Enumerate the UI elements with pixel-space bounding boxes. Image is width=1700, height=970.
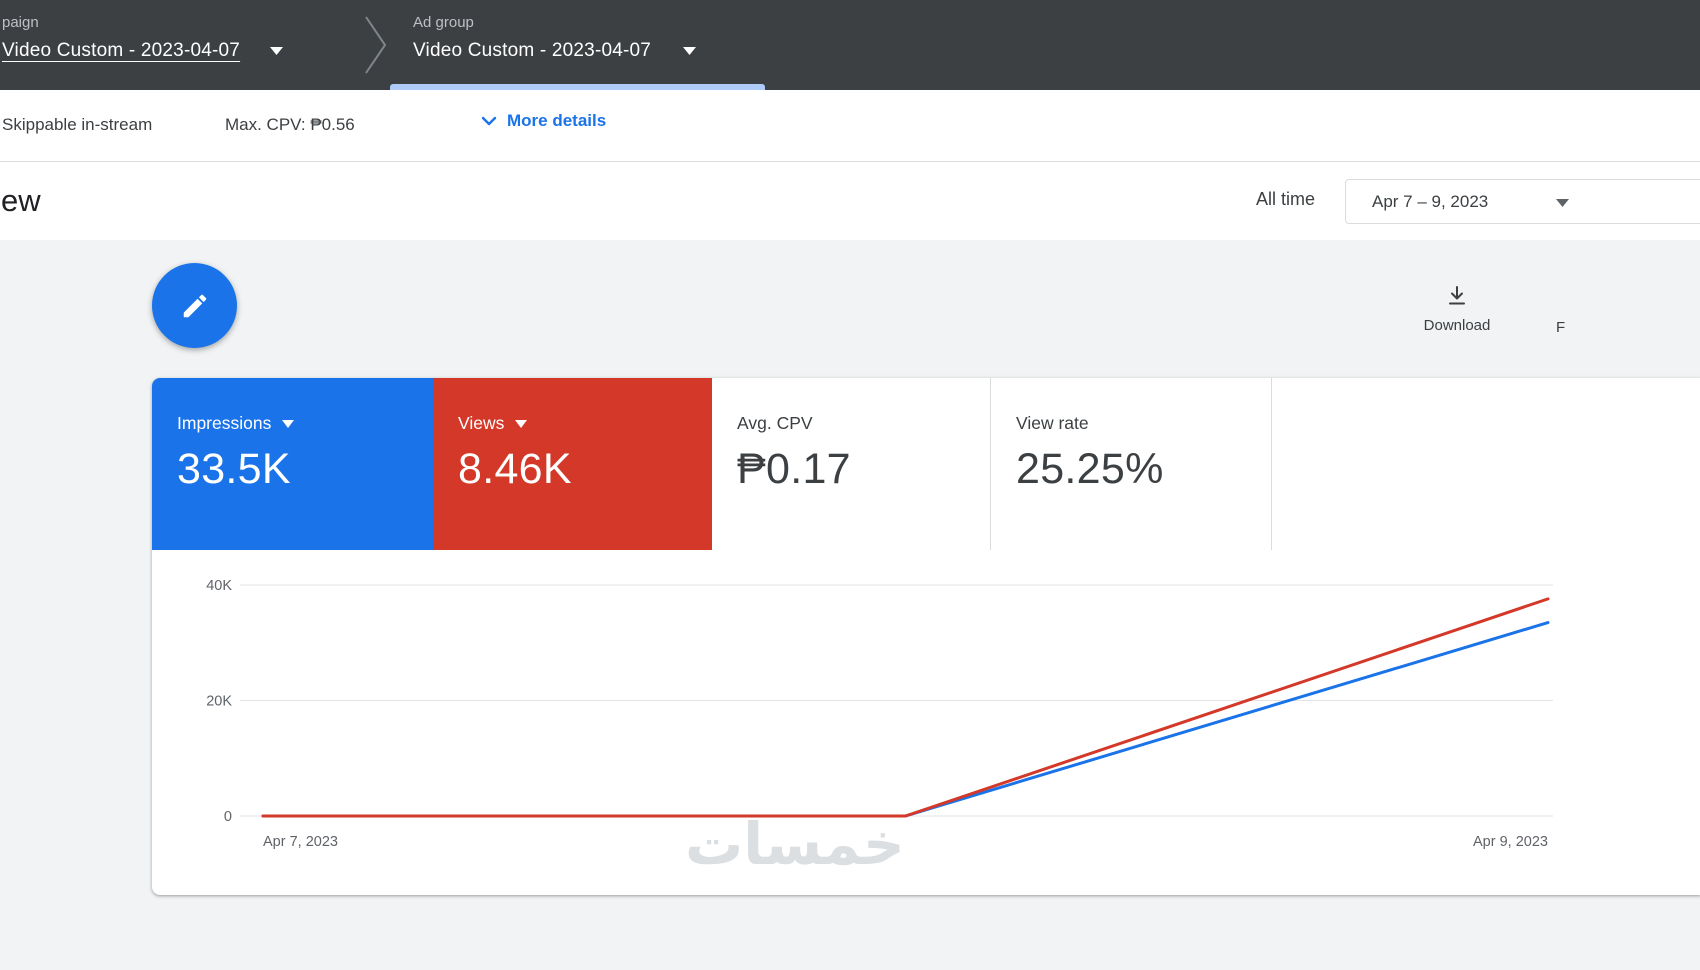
metric-label: Views	[458, 413, 505, 433]
time-range-label: All time	[1256, 189, 1316, 209]
chevron-down-icon	[270, 47, 284, 55]
date-range-value: Apr 7 – 9, 2023	[1372, 192, 1489, 211]
metric-label: Avg. CPV	[737, 413, 813, 433]
chevron-down-icon	[282, 419, 295, 428]
svg-text:20K: 20K	[206, 694, 232, 710]
page-title: ew	[1, 183, 41, 218]
more-details-button[interactable]: More details	[478, 110, 606, 132]
metric-value: 33.5K	[177, 445, 291, 493]
metric-tile-views[interactable]: Views 8.46K	[433, 378, 712, 550]
overview-card: Impressions 33.5K Views 8.46K Avg. CPV ₱…	[152, 378, 1700, 895]
metric-tile-avg-cpv[interactable]: Avg. CPV ₱0.17	[712, 378, 991, 550]
breadcrumb-separator-icon	[365, 16, 387, 74]
svg-text:0: 0	[224, 809, 232, 825]
metric-label: View rate	[1016, 413, 1089, 433]
performance-chart: 40K 20K 0 Apr 7, 2023 Apr 9, 2023	[152, 550, 1700, 895]
metric-tile-impressions[interactable]: Impressions 33.5K	[152, 378, 433, 550]
ad-group-value: Video Custom - 2023-04-07	[413, 40, 652, 61]
metric-value: 25.25%	[1016, 445, 1164, 493]
edit-button[interactable]	[152, 263, 237, 348]
ad-group-selector[interactable]: Ad group Video Custom - 2023-04-07	[413, 14, 697, 62]
cut-off-button-label: F	[1556, 319, 1566, 336]
download-label: Download	[1423, 317, 1491, 334]
chevron-down-icon	[683, 47, 697, 55]
more-details-label: More details	[507, 111, 607, 130]
ad-group-label: Ad group	[413, 14, 474, 31]
top-navigation-bar: paign Video Custom - 2023-04-07 Ad group…	[0, 0, 1700, 90]
overview-header: ew All time Apr 7 – 9, 2023	[0, 162, 1700, 240]
active-tab-indicator	[390, 84, 765, 90]
metric-value: 8.46K	[458, 445, 572, 493]
campaign-value: Video Custom - 2023-04-07	[2, 40, 241, 61]
ad-type-label: Skippable in-stream	[2, 115, 153, 134]
metric-value: ₱0.17	[737, 445, 851, 493]
metric-label: Impressions	[177, 413, 272, 433]
metric-tile-view-rate[interactable]: View rate 25.25%	[991, 378, 1272, 550]
svg-text:Apr 7, 2023: Apr 7, 2023	[263, 834, 338, 850]
svg-text:Apr 9, 2023: Apr 9, 2023	[1473, 834, 1548, 850]
pencil-icon	[183, 294, 206, 317]
download-button[interactable]: Download	[1407, 284, 1507, 334]
ad-group-info-bar: Skippable in-stream Max. CPV: ₱0.56 More…	[0, 90, 1700, 162]
max-cpv-value: Max. CPV: ₱0.56	[225, 115, 355, 134]
chevron-down-icon	[515, 419, 528, 428]
campaign-selector[interactable]: paign Video Custom - 2023-04-07	[2, 14, 284, 62]
chevron-down-icon	[481, 116, 497, 126]
svg-text:40K: 40K	[206, 578, 232, 594]
main-content: Download F Impressions 33.5K Views 8.46K	[0, 240, 1700, 970]
cut-off-button[interactable]: F	[1556, 319, 1565, 336]
date-range-selector[interactable]: Apr 7 – 9, 2023	[1345, 179, 1700, 224]
metric-tiles: Impressions 33.5K Views 8.46K Avg. CPV ₱…	[152, 378, 1700, 550]
campaign-label: paign	[2, 14, 39, 31]
chevron-down-icon	[1556, 199, 1569, 207]
chart-canvas: 40K 20K 0 Apr 7, 2023 Apr 9, 2023	[206, 578, 1553, 850]
download-icon	[1449, 286, 1465, 305]
